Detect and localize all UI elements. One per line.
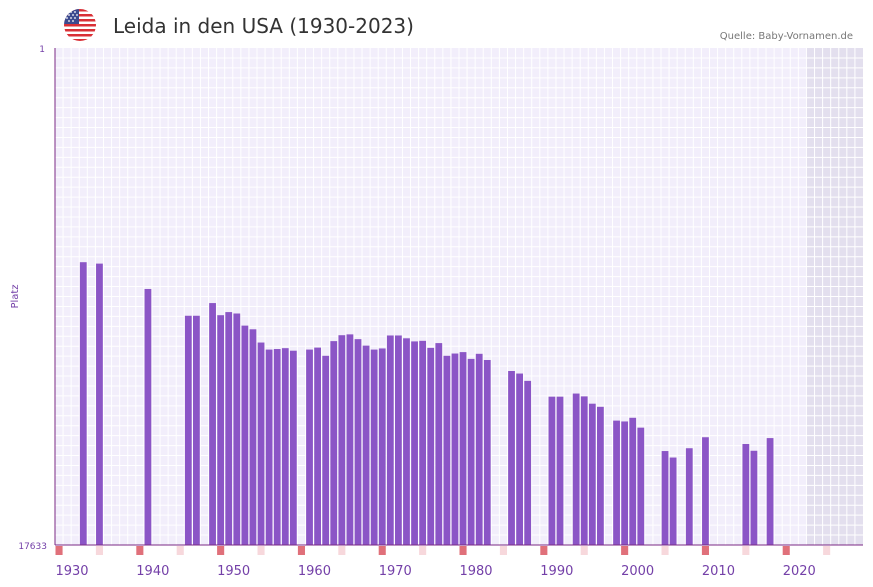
decade-marker-2010 (701, 546, 709, 555)
source-credit: Quelle: Baby-Vornamen.de (719, 31, 853, 42)
bar-1965 (338, 335, 346, 545)
half-decade-marker-1995 (580, 546, 588, 555)
bar-1981 (467, 358, 475, 545)
bar-1961 (306, 349, 313, 545)
half-decade-marker-1935 (95, 546, 103, 555)
y-tick-label-bottom: 17633 (18, 542, 47, 552)
bar-1950 (217, 315, 225, 545)
bar-1941 (144, 288, 152, 545)
x-tick-label-1940: 1940 (136, 564, 169, 579)
bar-2018 (766, 438, 774, 545)
half-decade-marker-1945 (176, 546, 184, 555)
half-decade-marker-2005 (661, 546, 669, 555)
half-decade-marker-1985 (499, 546, 507, 555)
bar-1995 (580, 396, 588, 545)
bar-1952 (233, 313, 241, 545)
bar-1980 (459, 352, 467, 545)
bar-1971 (386, 335, 394, 545)
chart-header: Leida in den USA (1930-2023) Quelle: Bab… (0, 0, 873, 48)
bar-1957 (273, 349, 281, 545)
bar-1972 (395, 335, 402, 545)
bar-1964 (330, 341, 338, 545)
bar-2016 (750, 450, 758, 545)
x-tick-label-2000: 2000 (621, 564, 654, 579)
y-axis-title: Platz (10, 284, 21, 308)
bar-1991 (548, 396, 556, 545)
bar-2010 (702, 437, 709, 545)
bar-1996 (588, 403, 596, 545)
decade-marker-1960 (297, 546, 305, 555)
bar-1999 (613, 420, 620, 545)
decade-marker-1970 (378, 546, 386, 555)
bar-1956 (265, 349, 273, 545)
x-tick-label-2010: 2010 (702, 564, 735, 579)
decade-marker-1990 (540, 546, 548, 555)
bar-1976 (427, 347, 435, 545)
us-flag-icon (64, 9, 96, 41)
bar-2002 (637, 427, 645, 545)
bar-1982 (475, 353, 483, 545)
bar-1968 (362, 345, 370, 545)
x-tick-label-2020: 2020 (783, 564, 816, 579)
bar-1988 (524, 380, 532, 545)
x-tick-label-1950: 1950 (217, 564, 250, 579)
bar-2000 (621, 421, 629, 545)
y-tick-label-top: 1 (39, 45, 45, 55)
bar-1955 (257, 342, 265, 545)
half-decade-marker-2025 (823, 546, 831, 555)
bar-1954 (249, 329, 257, 545)
decade-marker-2000 (621, 546, 629, 555)
half-decade-marker-1965 (338, 546, 346, 555)
decade-marker-2020 (782, 546, 790, 555)
chart-title: Leida in den USA (1930-2023) (113, 14, 414, 38)
bar-1992 (556, 396, 564, 545)
bar-1977 (435, 343, 443, 545)
bar-1958 (281, 348, 289, 545)
bar-1974 (411, 341, 418, 545)
x-tick-label-1980: 1980 (459, 564, 492, 579)
bar-1975 (419, 340, 427, 545)
decade-marker-1930 (55, 546, 63, 555)
bar-1973 (403, 338, 410, 545)
bar-1967 (354, 339, 362, 545)
bar-1953 (241, 325, 249, 545)
bar-1978 (443, 355, 451, 545)
decade-marker-1980 (459, 546, 467, 555)
bar-1947 (193, 315, 200, 545)
bar-2008 (685, 448, 693, 545)
bar-1966 (346, 334, 354, 545)
bar-1959 (289, 350, 297, 545)
bar-1986 (508, 370, 515, 545)
bar-1962 (314, 347, 321, 545)
x-tick-label-1960: 1960 (298, 564, 331, 579)
bar-1963 (322, 355, 330, 545)
bar-1994 (572, 393, 580, 545)
half-decade-marker-1975 (419, 546, 427, 555)
bar-1983 (483, 360, 491, 545)
bar-1933 (79, 262, 87, 545)
bar-1949 (209, 303, 216, 545)
bar-1970 (378, 348, 386, 545)
bar-2015 (742, 444, 750, 545)
bar-1987 (516, 373, 523, 545)
bar-2005 (661, 451, 669, 545)
x-tick-label-1930: 1930 (55, 564, 88, 579)
bar-1946 (184, 315, 192, 545)
bar-1951 (225, 312, 233, 545)
bar-2001 (629, 417, 637, 545)
decade-marker-1950 (217, 546, 225, 555)
decade-marker-1940 (136, 546, 144, 555)
bar-1969 (370, 349, 378, 545)
x-tick-label-1990: 1990 (540, 564, 573, 579)
half-decade-marker-2015 (742, 546, 750, 555)
bar-1979 (451, 353, 459, 545)
x-tick-label-1970: 1970 (379, 564, 412, 579)
bar-2006 (669, 457, 677, 545)
half-decade-marker-1955 (257, 546, 265, 555)
bar-1997 (597, 406, 604, 545)
bar-1935 (96, 263, 103, 545)
